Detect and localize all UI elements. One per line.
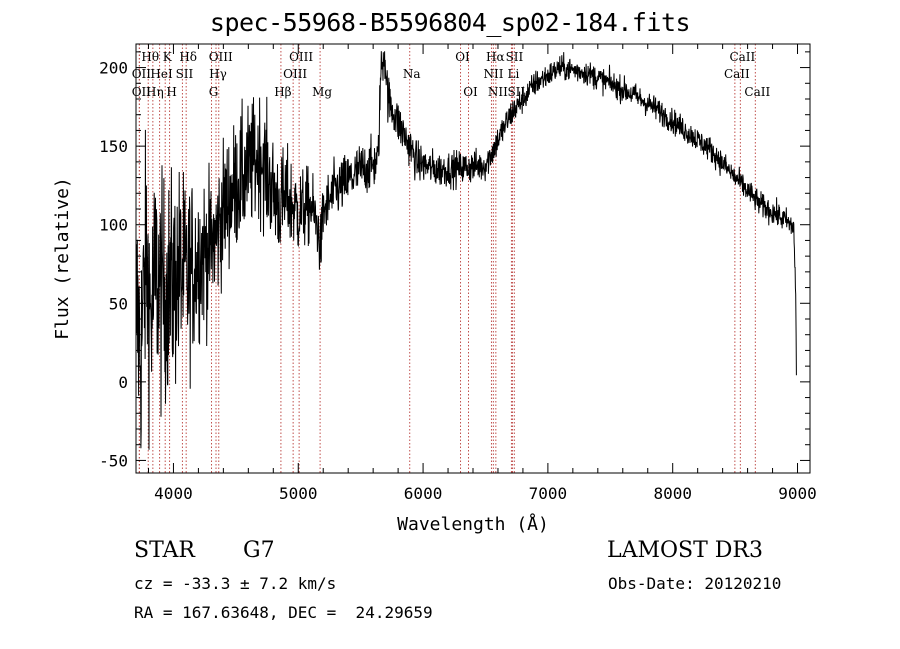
x-tick-label: 6000 [404,484,443,503]
line-label-oi: OI [463,85,478,99]
line-label-caii: CaII [729,50,755,64]
x-axis-label: Wavelength (Å) [397,513,549,535]
line-label-oiii: OIII [289,50,313,64]
line-label-oi: OI [455,50,470,64]
line-label-hβ: Hβ [274,85,291,99]
spectrum-line [136,51,797,450]
survey-name: LAMOST DR3 [607,538,763,563]
line-label-mg: Mg [312,85,332,99]
y-tick-label: 100 [99,216,128,235]
line-label-g: G [209,85,219,99]
x-tick-label: 8000 [653,484,692,503]
x-tick-label: 7000 [529,484,568,503]
line-label-hη: Hη [146,85,164,99]
line-label-caii: CaII [744,85,770,99]
line-label-oiii: OIII [283,67,307,81]
line-label-oii: OII [132,67,152,81]
line-label-hδ: Hδ [179,50,197,64]
plot-frame [135,43,811,474]
y-tick-label: 200 [99,59,128,78]
y-tick-label: 0 [118,373,128,392]
x-tick-label: 4000 [154,484,193,503]
chart-title: spec-55968-B5596804_sp02-184.fits [209,8,691,37]
line-label-hα: Hα [486,50,505,64]
line-label-hei: HeI [150,67,173,81]
y-tick-label: 150 [99,137,128,156]
line-label-sii: SII [506,50,524,64]
line-label-hγ: Hγ [209,67,227,81]
observation-date: Obs-Date: 20120210 [608,574,782,593]
spectrum-series [136,51,797,450]
axes: 4000 5000 6000 7000 8000 9000 -50 0 50 100 150 200 W… [52,43,817,535]
x-tick-label: 9000 [778,484,817,503]
y-tick-label: 50 [109,294,128,313]
object-class: STAR [134,538,195,563]
sky-coordinates: RA = 167.63648, DEC = 24.29659 [134,603,433,622]
line-label-sii: SII [507,85,525,99]
line-label-oiii: OIII [209,50,233,64]
y-tick-label: -50 [99,451,128,470]
line-label-hθ: Hθ [141,50,159,64]
line-label-na: Na [403,67,421,81]
line-label-nii: NII [488,85,508,99]
line-label-sii: SII [176,67,194,81]
redshift-velocity: cz = -33.3 ± 7.2 km/s [134,574,337,593]
line-label-nii: NII [483,67,503,81]
line-label-k: K [163,50,173,64]
x-tick-label: 5000 [279,484,318,503]
line-label-caii: CaII [724,67,750,81]
object-subclass: G7 [243,538,275,563]
line-markers [138,44,756,473]
line-label-h: H [166,85,176,99]
y-axis-label: Flux (relative) [52,177,73,340]
line-label-oii: OII [132,85,152,99]
line-label-li: Li [508,67,520,81]
